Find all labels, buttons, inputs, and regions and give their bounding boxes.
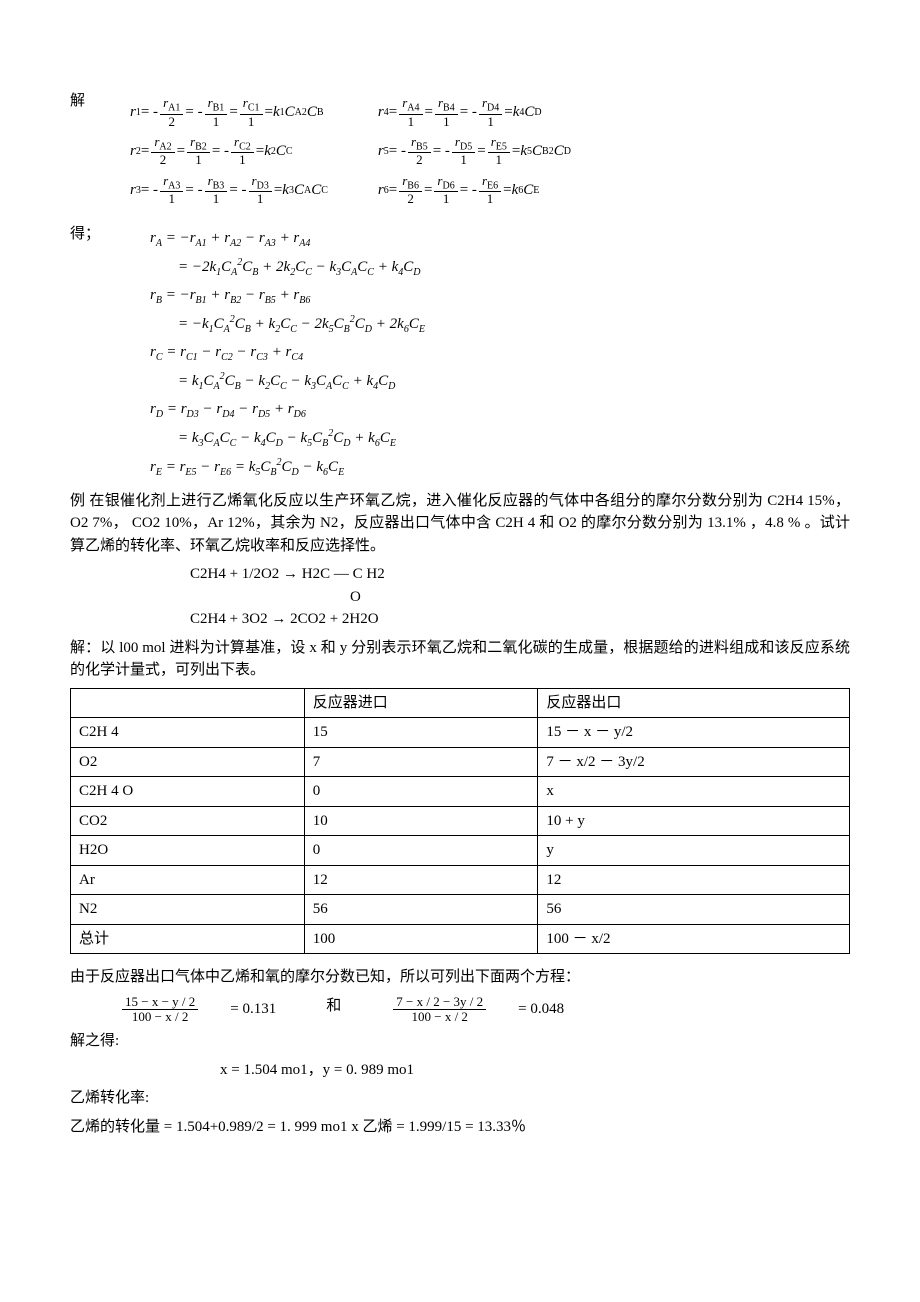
table-header-cell: 反应器进口 <box>304 688 538 718</box>
label-jie: 解 <box>70 90 130 113</box>
table-row: CO21010 + y <box>71 806 850 836</box>
frac-eq-2: 7 − x / 2 − 3y / 2 100 − x / 2 <box>393 995 486 1025</box>
table-row: H2O0y <box>71 836 850 866</box>
frac-eq-1: 15 − x − y / 2 100 − x / 2 <box>122 995 198 1025</box>
table-row: 总计100100 － x/2 <box>71 924 850 954</box>
solution-text: 解：以 l00 mol 进料为计算基准，设 x 和 y 分别表示环氧乙烷和二氧化… <box>70 637 850 682</box>
eq-columns: r1 = -rA12 = -rB11 = rC11 = k1CA2CBr2 = … <box>130 90 571 213</box>
reaction-1: C2H4 + 1/2O2 → H2C — C H2 <box>70 563 850 586</box>
eq-right-col: r4 = rA41 = rB41 = -rD41 = k4CDr5 = -rB5… <box>378 90 571 213</box>
table-row: Ar1212 <box>71 865 850 895</box>
conversion-line: 乙烯的转化量 = 1.504+0.989/2 = 1. 999 mo1 x 乙烯… <box>70 1116 850 1139</box>
balance-table: 反应器进口反应器出口C2H 41515 － x － y/2O277 － x/2 … <box>70 688 850 955</box>
example-text: 例 在银催化剂上进行乙烯氧化反应以生产环氧乙烷，进入催化反应器的气体中各组分的摩… <box>70 490 850 558</box>
label-de: 得； <box>70 223 130 246</box>
solution-block-1: 解 r1 = -rA12 = -rB11 = rC11 = k1CA2CBr2 … <box>70 90 850 213</box>
eq-left-col: r1 = -rA12 = -rB11 = rC11 = k1CA2CBr2 = … <box>130 90 328 213</box>
reaction-2: C2H4 + 3O2 → 2CO2 + 2H2O <box>70 608 850 631</box>
table-row: C2H 41515 － x － y/2 <box>71 718 850 748</box>
table-row: C2H 4 O0x <box>71 777 850 807</box>
solve-label: 解之得: <box>70 1030 850 1053</box>
fraction-equations: 15 − x − y / 2 100 − x / 2 = 0.131 和 7 −… <box>70 995 850 1025</box>
table-row: N25656 <box>71 895 850 925</box>
table-header-cell: 反应器出口 <box>538 688 850 718</box>
derived-equations: rA = −rA1 + rA2 − rA3 + rA4= −2k1CA2CB +… <box>130 223 425 484</box>
solve-result: x = 1.504 mo1，y = 0. 989 mo1 <box>70 1059 850 1082</box>
conversion-label: 乙烯转化率: <box>70 1087 850 1110</box>
table-row: O277 － x/2 － 3y/2 <box>71 747 850 777</box>
derived-block: 得； rA = −rA1 + rA2 − rA3 + rA4= −2k1CA2C… <box>70 223 850 484</box>
between-label: 和 <box>326 995 341 1018</box>
reaction-1-o: O <box>70 586 850 609</box>
post-table-text: 由于反应器出口气体中乙烯和氧的摩尔分数已知，所以可列出下面两个方程： <box>70 966 850 989</box>
table-header-cell <box>71 688 305 718</box>
